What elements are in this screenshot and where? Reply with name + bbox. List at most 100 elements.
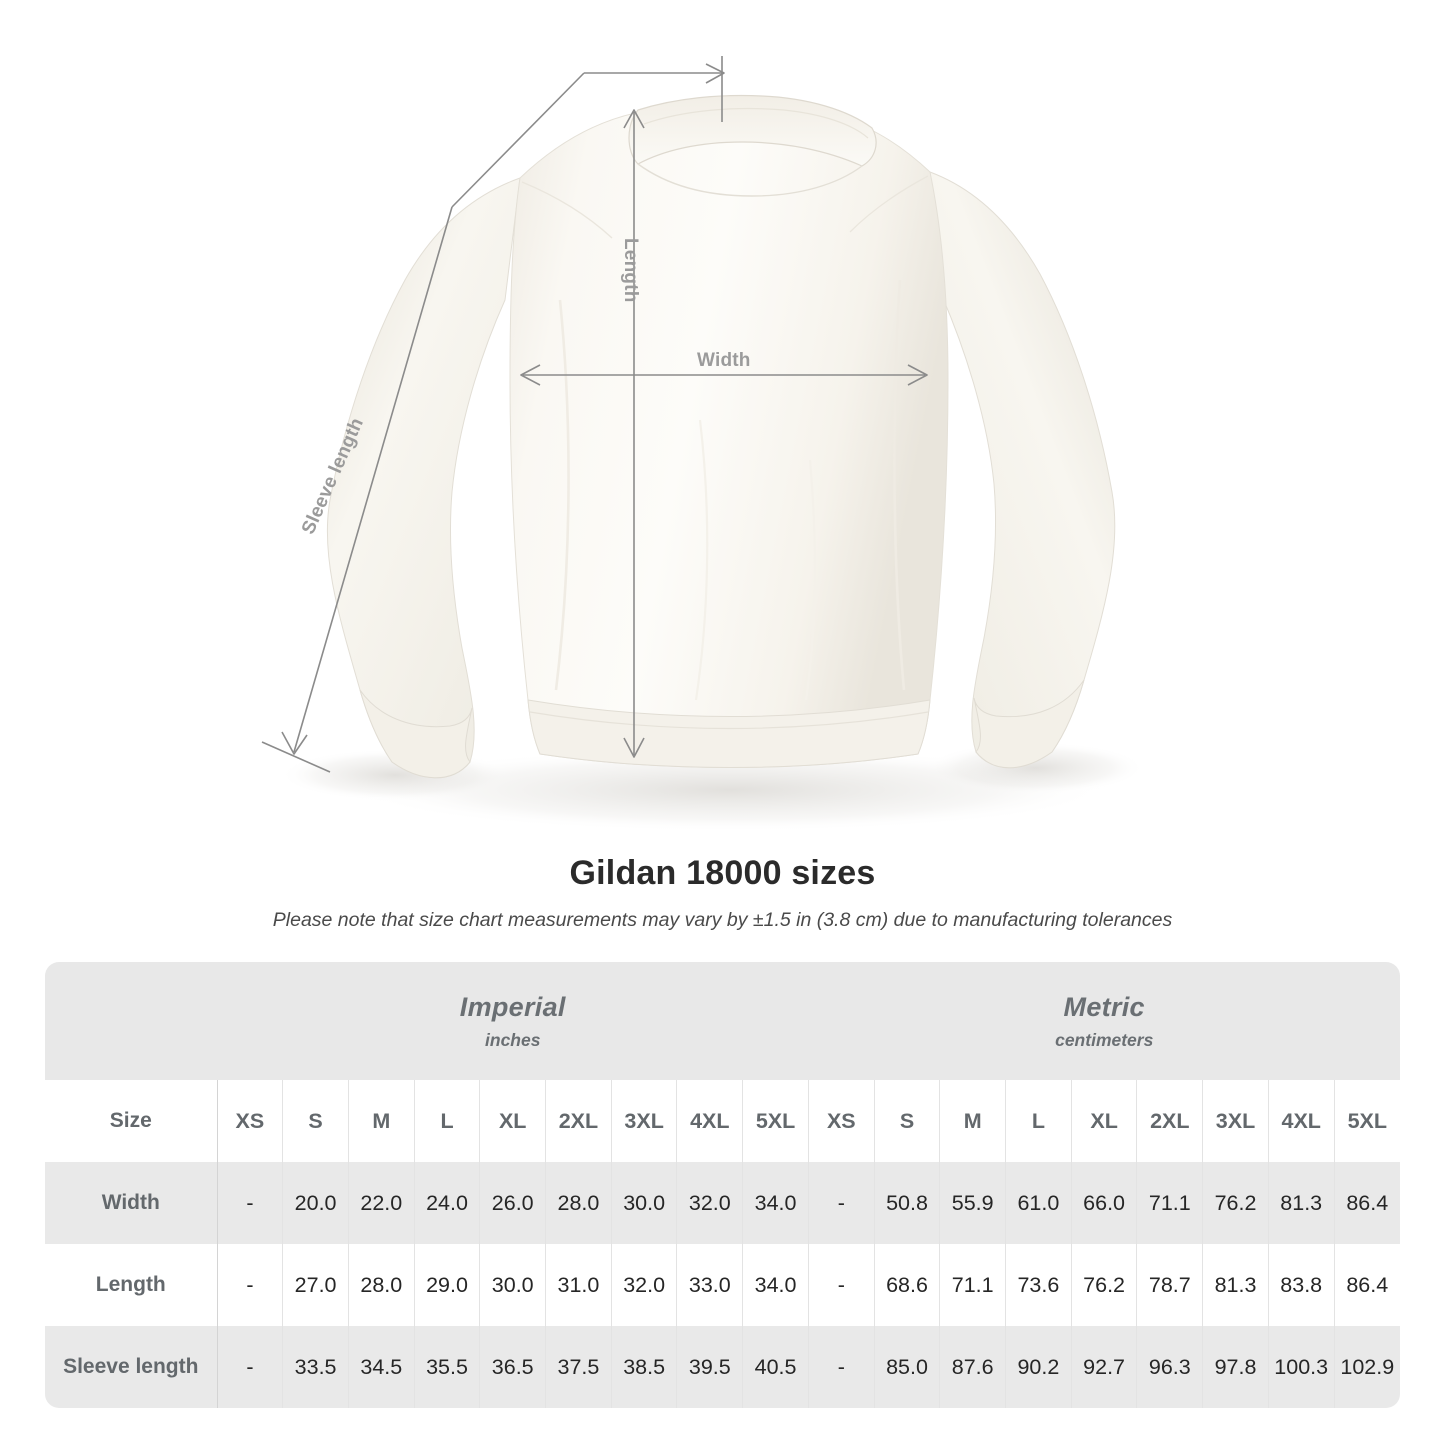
measurement-cell: - xyxy=(217,1326,284,1408)
size-header-cell: L xyxy=(414,1080,481,1162)
measurement-cell: 71.1 xyxy=(1136,1162,1204,1244)
measurement-cell: 30.0 xyxy=(611,1162,678,1244)
page-title: Gildan 18000 sizes xyxy=(569,854,876,892)
size-header-cell: XS xyxy=(217,1080,284,1162)
row-label: Length xyxy=(45,1244,218,1326)
row-label: Width xyxy=(45,1162,218,1244)
size-row-label: Size xyxy=(45,1080,218,1162)
table-row: Width - 20.0 22.0 24.0 26.0 28.0 30.0 32… xyxy=(45,1162,1400,1244)
sweatshirt-graphic xyxy=(280,94,1145,832)
measurement-cell: 96.3 xyxy=(1136,1326,1204,1408)
measurement-cell: 38.5 xyxy=(611,1326,678,1408)
measurement-cell: - xyxy=(808,1326,875,1408)
page-subtitle: Please note that size chart measurements… xyxy=(272,909,1173,931)
sleeve-bottom-tick xyxy=(261,741,331,773)
length-label: Length xyxy=(620,238,641,303)
size-header-cell: 2XL xyxy=(545,1080,612,1162)
row-label: Sleeve length xyxy=(45,1326,218,1408)
length-arrow-top xyxy=(623,109,645,129)
measurement-cell: - xyxy=(808,1244,875,1326)
size-header-cell: 5XL xyxy=(1347,1108,1387,1133)
unit-header-spacer xyxy=(45,962,218,1080)
size-chart-table: Imperial inches Metric centimeters Size … xyxy=(45,962,1400,1408)
unit-header-imperial: Imperial inches xyxy=(217,962,809,1080)
measurement-cell: 30.0 xyxy=(479,1244,547,1326)
measurement-cell: 68.6 xyxy=(874,1244,941,1326)
measurement-cell: 61.0 xyxy=(1005,1162,1072,1244)
table-unit-header: Imperial inches Metric centimeters xyxy=(45,962,1400,1080)
measurement-cell: 33.5 xyxy=(282,1326,349,1408)
table-row-sizes: Size XS S M L XL 2XL 3XL 4XL 5XL XS S M … xyxy=(45,1080,1400,1162)
measurement-cell: 34.5 xyxy=(348,1326,415,1408)
unit-name-imperial: Imperial xyxy=(459,991,566,1022)
table-row: Sleeve length - 33.5 34.5 35.5 36.5 37.5… xyxy=(45,1326,1400,1408)
size-header-cell: 5XL xyxy=(742,1080,809,1162)
measurement-cell: 81.3 xyxy=(1202,1244,1269,1326)
size-header-cell: 3XL xyxy=(611,1080,678,1162)
size-header-cell: L xyxy=(1005,1080,1072,1162)
measurement-cell: 39.5 xyxy=(676,1326,744,1408)
measurement-cell: 28.0 xyxy=(348,1244,415,1326)
measurement-lines xyxy=(261,56,928,773)
unit-header-metric: Metric centimeters xyxy=(808,962,1400,1080)
measurement-cell: 102.9 xyxy=(1340,1354,1395,1379)
unit-name-metric: Metric xyxy=(1063,991,1145,1022)
width-arrow-right xyxy=(907,364,928,386)
measurement-cell: 76.2 xyxy=(1202,1162,1269,1244)
measurement-cell: 20.0 xyxy=(282,1162,349,1244)
measurement-cell: 28.0 xyxy=(545,1162,612,1244)
measurement-cell: 24.0 xyxy=(414,1162,481,1244)
size-header-cell: M xyxy=(939,1080,1007,1162)
measurement-cell: 90.2 xyxy=(1005,1326,1072,1408)
unit-sub-imperial: inches xyxy=(485,1029,541,1050)
measurement-cell: 85.0 xyxy=(874,1326,941,1408)
measurement-cell: 66.0 xyxy=(1071,1162,1138,1244)
measurement-cell: 22.0 xyxy=(348,1162,415,1244)
measurement-cell: 31.0 xyxy=(545,1244,612,1326)
size-header-cell: S xyxy=(282,1080,349,1162)
width-arrow-left xyxy=(520,364,541,386)
table-row: Length - 27.0 28.0 29.0 30.0 31.0 32.0 3… xyxy=(45,1244,1400,1326)
garment-illustration: Length Width Sleeve length xyxy=(261,56,1145,832)
size-header-cell: 4XL xyxy=(676,1080,744,1162)
size-header-cell: 3XL xyxy=(1202,1080,1269,1162)
measurement-cell: 92.7 xyxy=(1071,1326,1138,1408)
measurement-cell: 33.0 xyxy=(676,1244,744,1326)
measurement-cell: 35.5 xyxy=(414,1326,481,1408)
measurement-cell: 50.8 xyxy=(874,1162,941,1244)
size-header-cell: XL xyxy=(1071,1080,1138,1162)
measurement-cell: 37.5 xyxy=(545,1326,612,1408)
measurement-cell: 73.6 xyxy=(1005,1244,1072,1326)
measurement-cell: 27.0 xyxy=(282,1244,349,1326)
measurement-cell: 36.5 xyxy=(479,1326,547,1408)
size-chart-table-wrap: Imperial inches Metric centimeters Size … xyxy=(45,962,1400,1408)
measurement-cell: - xyxy=(808,1162,875,1244)
measurement-cell: 34.0 xyxy=(742,1162,809,1244)
measurement-cell: 32.0 xyxy=(676,1162,744,1244)
measurement-cell: 86.4 xyxy=(1346,1272,1389,1297)
size-header-cell: 2XL xyxy=(1136,1080,1204,1162)
unit-sub-metric: centimeters xyxy=(1055,1029,1154,1050)
size-header-cell: S xyxy=(874,1080,941,1162)
measurement-cell: 86.4 xyxy=(1346,1190,1389,1215)
title-block: Gildan 18000 sizes Please note that size… xyxy=(0,840,1445,932)
measurement-cell: 100.3 xyxy=(1268,1326,1335,1408)
measurement-cell: 83.8 xyxy=(1268,1244,1335,1326)
measurement-cell: 87.6 xyxy=(939,1326,1007,1408)
measurement-cell: 78.7 xyxy=(1136,1244,1204,1326)
sleeve-arrow-bottom xyxy=(281,731,308,755)
measurement-cell: 34.0 xyxy=(742,1244,809,1326)
size-header-cell: XS xyxy=(808,1080,875,1162)
measurement-cell: - xyxy=(217,1162,284,1244)
measurement-cell: 40.5 xyxy=(742,1326,809,1408)
sleeve-arrow-top xyxy=(705,63,725,84)
measurement-cell: 81.3 xyxy=(1268,1162,1335,1244)
measurement-cell: 55.9 xyxy=(939,1162,1007,1244)
size-header-cell: XL xyxy=(479,1080,547,1162)
sleeve-diagonal-upper xyxy=(451,72,585,208)
measurement-cell: - xyxy=(217,1244,284,1326)
measurement-cell: 97.8 xyxy=(1202,1326,1269,1408)
sleeve-diagonal xyxy=(293,206,453,753)
size-header-cell: M xyxy=(348,1080,415,1162)
measurement-cell: 26.0 xyxy=(479,1162,547,1244)
